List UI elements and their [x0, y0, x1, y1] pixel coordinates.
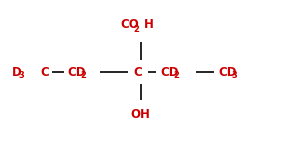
Text: CD: CD [67, 66, 85, 79]
Text: 2: 2 [133, 25, 139, 34]
Text: CO: CO [120, 18, 139, 31]
Text: OH: OH [130, 109, 150, 122]
Text: 2: 2 [173, 71, 179, 81]
Text: D: D [12, 66, 22, 79]
Text: H: H [144, 18, 154, 31]
Text: CD: CD [218, 66, 237, 79]
Text: 3: 3 [18, 71, 24, 81]
Text: CD: CD [160, 66, 179, 79]
Text: C: C [40, 66, 49, 79]
Text: C: C [133, 66, 142, 79]
Text: 2: 2 [80, 71, 86, 81]
Text: 3: 3 [231, 71, 237, 81]
